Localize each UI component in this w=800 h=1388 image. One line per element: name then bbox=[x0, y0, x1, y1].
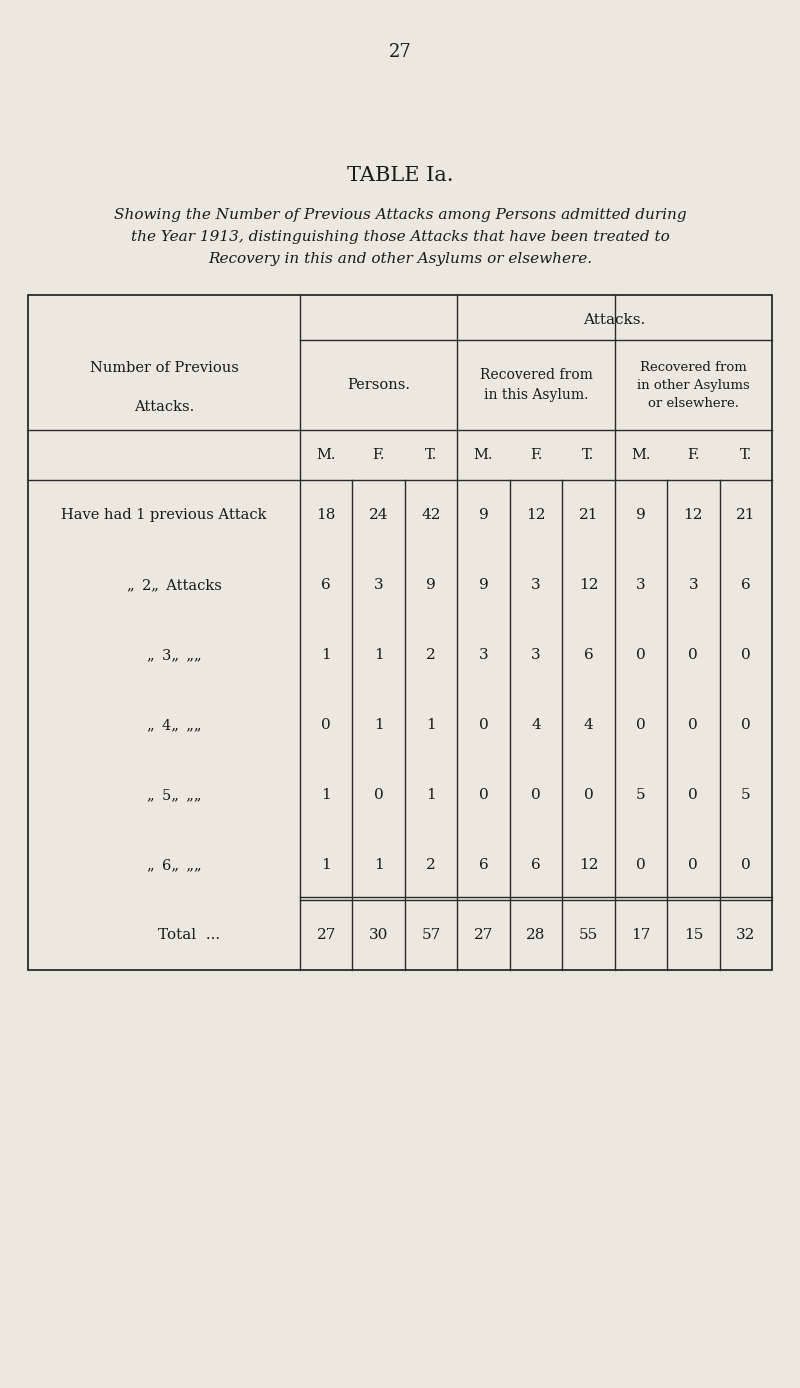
Text: 4: 4 bbox=[583, 718, 594, 731]
Text: Recovery in this and other Asylums or elsewhere.: Recovery in this and other Asylums or el… bbox=[208, 253, 592, 266]
Text: 0: 0 bbox=[636, 648, 646, 662]
Text: 1: 1 bbox=[322, 788, 331, 802]
Text: T.: T. bbox=[425, 448, 438, 462]
Text: 0: 0 bbox=[689, 648, 698, 662]
Text: 21: 21 bbox=[578, 508, 598, 522]
Text: 0: 0 bbox=[741, 858, 750, 872]
Text: 6: 6 bbox=[741, 577, 750, 593]
Text: 42: 42 bbox=[422, 508, 441, 522]
Text: 1: 1 bbox=[322, 648, 331, 662]
Text: 9: 9 bbox=[478, 508, 489, 522]
Text: 55: 55 bbox=[579, 929, 598, 942]
Bar bbox=[28, 296, 772, 970]
Text: M.: M. bbox=[631, 448, 650, 462]
Text: 28: 28 bbox=[526, 929, 546, 942]
Text: M.: M. bbox=[317, 448, 336, 462]
Text: 15: 15 bbox=[684, 929, 703, 942]
Text: Showing the Number of Previous Attacks among Persons admitted during: Showing the Number of Previous Attacks a… bbox=[114, 208, 686, 222]
Text: TABLE Ia.: TABLE Ia. bbox=[346, 165, 454, 185]
Text: F.: F. bbox=[687, 448, 699, 462]
Text: T.: T. bbox=[740, 448, 752, 462]
Text: 12: 12 bbox=[526, 508, 546, 522]
Text: 57: 57 bbox=[422, 929, 441, 942]
Text: 12: 12 bbox=[578, 577, 598, 593]
Text: „ 3„ „„: „ 3„ „„ bbox=[146, 648, 202, 662]
Text: 1: 1 bbox=[322, 858, 331, 872]
Text: F.: F. bbox=[373, 448, 385, 462]
Text: 0: 0 bbox=[689, 858, 698, 872]
Text: „ 2„ Attacks: „ 2„ Attacks bbox=[126, 577, 222, 593]
Text: M.: M. bbox=[474, 448, 494, 462]
Text: Recovered from
in other Asylums
or elsewhere.: Recovered from in other Asylums or elsew… bbox=[637, 361, 750, 409]
Text: 21: 21 bbox=[736, 508, 755, 522]
Text: 0: 0 bbox=[374, 788, 383, 802]
Text: T.: T. bbox=[582, 448, 594, 462]
Text: 0: 0 bbox=[583, 788, 594, 802]
Text: Recovered from
in this Asylum.: Recovered from in this Asylum. bbox=[479, 368, 593, 401]
Text: 0: 0 bbox=[636, 858, 646, 872]
Text: 0: 0 bbox=[478, 718, 489, 731]
Text: 12: 12 bbox=[578, 858, 598, 872]
Text: 18: 18 bbox=[317, 508, 336, 522]
Text: 32: 32 bbox=[736, 929, 755, 942]
Text: 0: 0 bbox=[478, 788, 489, 802]
Text: „ 4„ „„: „ 4„ „„ bbox=[146, 718, 202, 731]
Text: 4: 4 bbox=[531, 718, 541, 731]
Text: 1: 1 bbox=[374, 648, 383, 662]
Text: „ 6„ „„: „ 6„ „„ bbox=[146, 858, 202, 872]
Text: Have had 1 previous Attack: Have had 1 previous Attack bbox=[62, 508, 266, 522]
Text: Persons.: Persons. bbox=[347, 378, 410, 391]
Text: F.: F. bbox=[530, 448, 542, 462]
Text: 6: 6 bbox=[478, 858, 489, 872]
Text: 6: 6 bbox=[322, 577, 331, 593]
Text: 0: 0 bbox=[689, 718, 698, 731]
Text: 30: 30 bbox=[369, 929, 388, 942]
Text: 2: 2 bbox=[426, 648, 436, 662]
Text: 0: 0 bbox=[689, 788, 698, 802]
Text: 0: 0 bbox=[322, 718, 331, 731]
Text: 9: 9 bbox=[478, 577, 489, 593]
Text: „ 5„ „„: „ 5„ „„ bbox=[146, 788, 202, 802]
Text: 3: 3 bbox=[636, 577, 646, 593]
Text: 0: 0 bbox=[741, 718, 750, 731]
Text: 9: 9 bbox=[426, 577, 436, 593]
Text: 24: 24 bbox=[369, 508, 389, 522]
Text: 1: 1 bbox=[426, 718, 436, 731]
Text: 1: 1 bbox=[426, 788, 436, 802]
Text: 3: 3 bbox=[531, 577, 541, 593]
Text: 0: 0 bbox=[531, 788, 541, 802]
Text: 3: 3 bbox=[531, 648, 541, 662]
Text: 1: 1 bbox=[374, 858, 383, 872]
Text: 3: 3 bbox=[478, 648, 488, 662]
Text: 1: 1 bbox=[374, 718, 383, 731]
Text: 27: 27 bbox=[317, 929, 336, 942]
Text: 2: 2 bbox=[426, 858, 436, 872]
Text: 9: 9 bbox=[636, 508, 646, 522]
Text: 5: 5 bbox=[636, 788, 646, 802]
Text: 5: 5 bbox=[741, 788, 750, 802]
Text: 17: 17 bbox=[631, 929, 650, 942]
Text: 3: 3 bbox=[689, 577, 698, 593]
Text: Number of Previous

Attacks.: Number of Previous Attacks. bbox=[90, 361, 238, 414]
Text: 0: 0 bbox=[741, 648, 750, 662]
Text: 27: 27 bbox=[389, 43, 411, 61]
Text: the Year 1913, distinguishing those Attacks that have been treated to: the Year 1913, distinguishing those Atta… bbox=[130, 230, 670, 244]
Text: Attacks.: Attacks. bbox=[583, 312, 646, 326]
Text: 6: 6 bbox=[583, 648, 594, 662]
Text: 6: 6 bbox=[531, 858, 541, 872]
Text: 12: 12 bbox=[683, 508, 703, 522]
Text: 3: 3 bbox=[374, 577, 383, 593]
Text: Total  ...: Total ... bbox=[158, 929, 220, 942]
Text: 27: 27 bbox=[474, 929, 494, 942]
Text: 0: 0 bbox=[636, 718, 646, 731]
